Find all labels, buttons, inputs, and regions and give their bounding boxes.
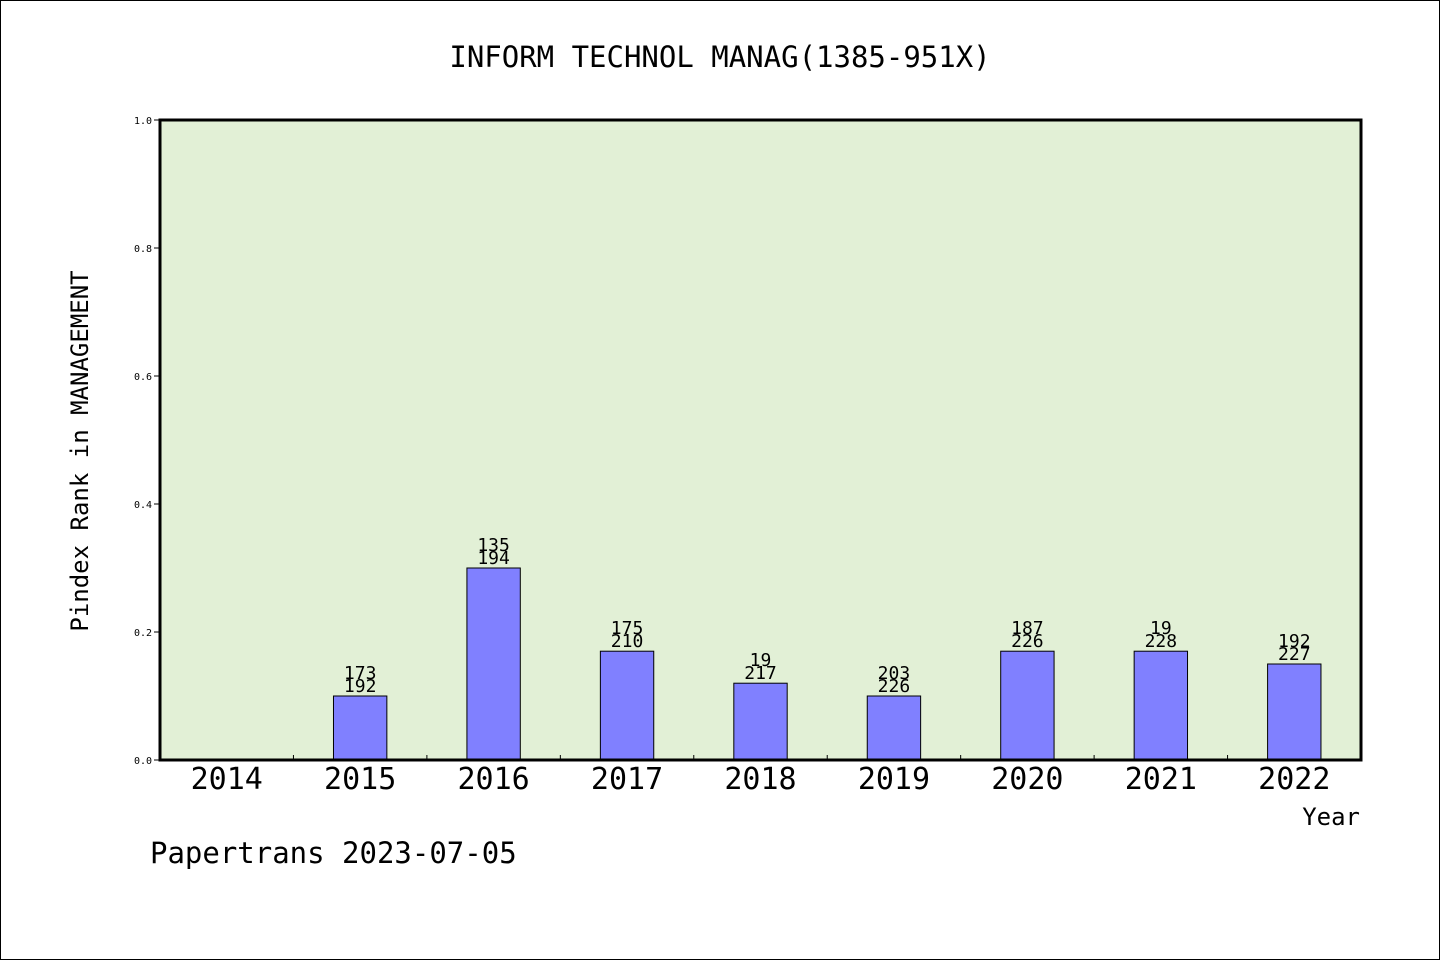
x-tick-label-2014: 2014 <box>191 762 263 797</box>
data-label-bottom-2020: 226 <box>1011 631 1044 652</box>
bar-2017 <box>599 650 655 761</box>
data-label-bottom-2021: 228 <box>1145 631 1178 652</box>
x-axis-ticks: 2014 2015 2016 2017 2018 2019 2020 2021 2022 <box>191 755 1330 797</box>
bar-2021 <box>1133 650 1189 761</box>
x-tick-label-2022: 2022 <box>1258 762 1330 797</box>
bar-2015 <box>332 695 388 761</box>
bar-2022 <box>1267 663 1322 761</box>
y-tick-label-0.8: 0.8 <box>134 244 152 255</box>
x-tick-label-2016: 2016 <box>457 762 529 797</box>
data-label-top-2015: 173 <box>344 663 377 684</box>
y-tick-label-1.0: 1.0 <box>134 116 152 127</box>
bar-2016 <box>466 567 521 761</box>
bar-2019 <box>866 695 922 761</box>
data-label-top-2022: 192 <box>1278 631 1311 652</box>
x-tick-label-2021: 2021 <box>1125 762 1197 797</box>
y-axis-title: Pindex Rank in MANAGEMENT <box>66 270 94 631</box>
bar-2020 <box>1000 650 1055 761</box>
data-label-bottom-2017: 210 <box>611 631 644 652</box>
data-label-top-2016: 135 <box>477 535 510 556</box>
data-label-bottom-2018: 217 <box>744 663 777 684</box>
data-label-top-2021: 19 <box>1150 618 1172 639</box>
chart-title: INFORM TECHNOL MANAG(1385-951X) <box>449 40 990 74</box>
data-label-bottom-2015: 192 <box>344 676 377 697</box>
data-label-bottom-2019: 226 <box>878 676 911 697</box>
x-axis-title: Year <box>1302 803 1360 831</box>
bars-group <box>332 567 1322 761</box>
y-axis-ticks: 0.0 0.2 0.4 0.6 0.8 1.0 <box>134 116 160 767</box>
x-tick-label-2015: 2015 <box>324 762 396 797</box>
data-label-top-2020: 187 <box>1011 618 1044 639</box>
data-label-bottom-2016: 194 <box>477 548 510 569</box>
plot-border <box>158 118 1363 762</box>
data-label-top-2017: 175 <box>611 618 644 639</box>
bar-2018 <box>733 682 788 761</box>
x-tick-label-2018: 2018 <box>724 762 796 797</box>
data-label-top-2018: 19 <box>750 650 772 671</box>
y-tick-label-0.4: 0.4 <box>134 500 152 511</box>
footer-text: Papertrans 2023-07-05 <box>150 836 517 870</box>
y-tick-label-0.6: 0.6 <box>134 372 152 383</box>
data-label-top-2019: 203 <box>878 663 911 684</box>
y-tick-label-0.0: 0.0 <box>134 756 152 767</box>
x-tick-label-2020: 2020 <box>991 762 1063 797</box>
y-tick-label-0.2: 0.2 <box>134 628 152 639</box>
x-tick-label-2017: 2017 <box>591 762 663 797</box>
x-tick-label-2019: 2019 <box>858 762 930 797</box>
data-label-bottom-2022: 227 <box>1278 644 1311 665</box>
